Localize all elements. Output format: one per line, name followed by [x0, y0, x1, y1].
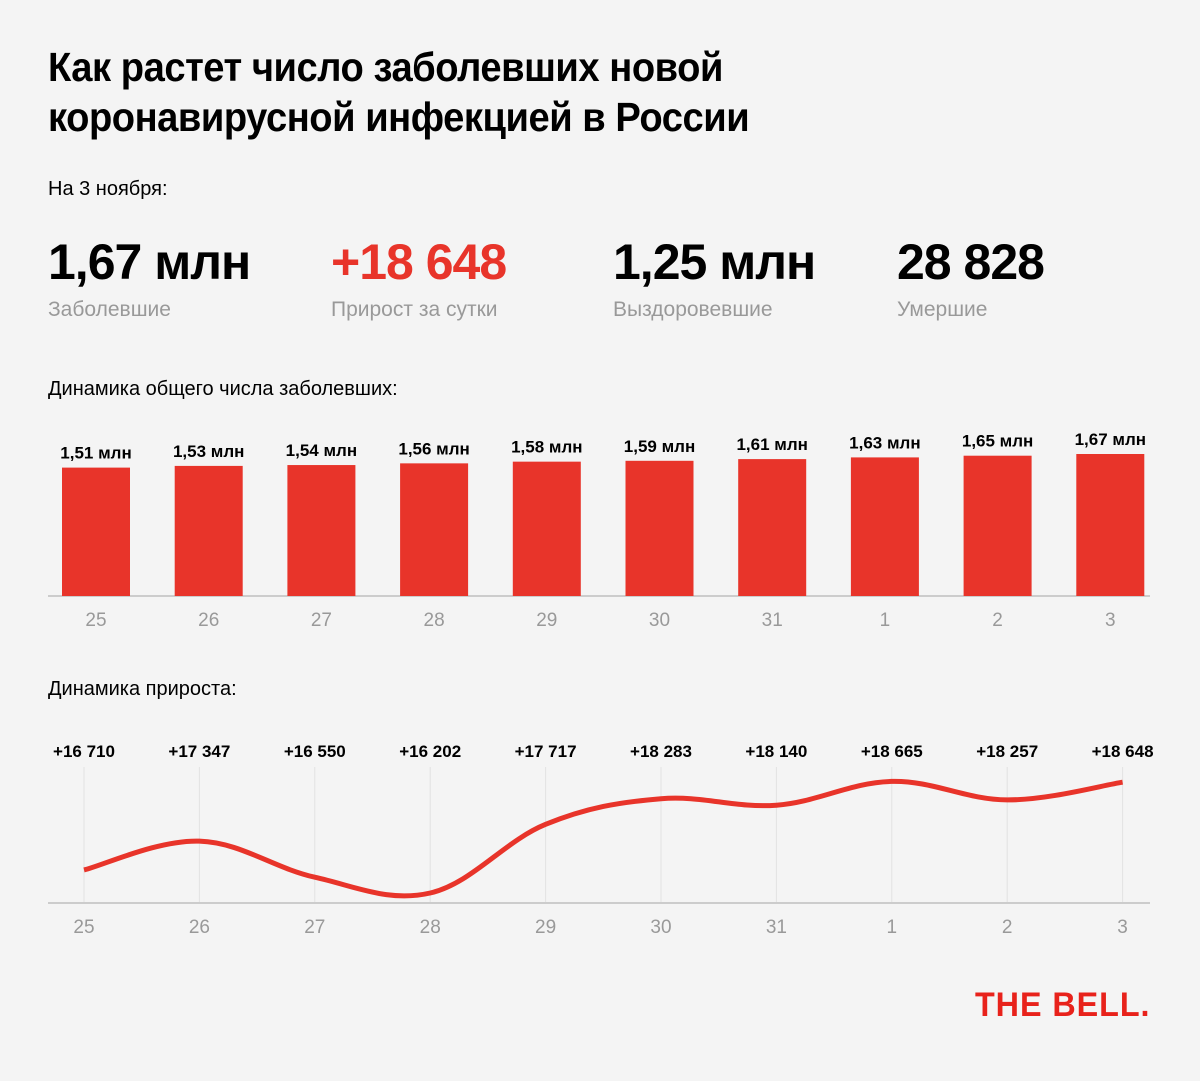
line-chart-title: Динамика прироста: [48, 678, 237, 700]
x-tick-label: 27 [304, 917, 325, 938]
line-value-label: +16 202 [399, 742, 461, 761]
line-value-label: +18 283 [630, 742, 692, 761]
line-value-label: +16 710 [53, 742, 115, 761]
stat-value: 1,25 млн [613, 234, 816, 290]
stat-daily-increase: +18 648 Прирост за сутки [331, 232, 507, 322]
stat-label: Прирост за сутки [331, 298, 498, 321]
bar-value-label: 1,59 млн [624, 437, 695, 456]
bar-value-label: 1,63 млн [849, 433, 920, 452]
line-value-label: +18 665 [861, 742, 923, 761]
line-value-label: +18 140 [745, 742, 807, 761]
stat-label: Умершие [897, 298, 988, 321]
x-tick-label: 30 [649, 610, 670, 631]
line-value-label: +17 717 [515, 742, 577, 761]
x-tick-label: 29 [536, 610, 557, 631]
line-value-label: +16 550 [284, 742, 346, 761]
x-tick-label: 30 [650, 917, 671, 938]
bar [738, 459, 807, 596]
x-tick-label: 31 [766, 917, 787, 938]
bar-chart-title: Динамика общего числа заболевших: [48, 378, 398, 400]
bar-value-label: 1,61 млн [736, 435, 807, 454]
bar-value-label: 1,54 млн [286, 441, 357, 460]
stat-cases: 1,67 млн Заболевшие [48, 232, 251, 322]
x-tick-label: 25 [73, 917, 94, 938]
stat-deaths: 28 828 Умершие [897, 232, 1045, 322]
line-value-label: +17 347 [168, 742, 230, 761]
bar [400, 463, 469, 596]
page-title: Как растет число заболевших новой корона… [48, 44, 750, 140]
x-tick-label: 3 [1117, 917, 1128, 938]
bar [1076, 454, 1145, 596]
bar [963, 455, 1032, 596]
bar-value-label: 1,58 млн [511, 438, 582, 457]
bar-value-label: 1,56 млн [398, 439, 469, 458]
bar [62, 467, 130, 596]
stat-value: 28 828 [897, 234, 1045, 290]
bar [287, 465, 356, 596]
x-tick-label: 25 [85, 610, 106, 631]
bar-value-label: 1,65 млн [962, 432, 1033, 451]
the-bell-logo: THE BELL. [975, 986, 1151, 1024]
line-value-label: +18 257 [976, 742, 1038, 761]
x-tick-label: 29 [535, 917, 556, 938]
x-tick-label: 28 [420, 917, 441, 938]
x-tick-label: 26 [198, 610, 219, 631]
line-value-label: +18 648 [1092, 742, 1154, 761]
stat-value: 1,67 млн [48, 234, 251, 290]
stat-label: Выздоровевшие [613, 298, 773, 321]
x-tick-label: 28 [424, 610, 445, 631]
x-tick-label: 3 [1105, 610, 1116, 631]
bar [174, 465, 243, 596]
x-tick-label: 2 [1002, 917, 1013, 938]
stat-label: Заболевшие [48, 298, 171, 321]
date-label: На 3 ноября: [48, 178, 168, 200]
bar-value-label: 1,53 млн [173, 442, 244, 461]
bar [625, 460, 694, 596]
bar [512, 461, 581, 596]
x-tick-label: 1 [887, 917, 898, 938]
line-series [83, 778, 1123, 899]
x-tick-label: 2 [992, 610, 1003, 631]
x-tick-label: 31 [762, 610, 783, 631]
stat-recovered: 1,25 млн Выздоровевшие [613, 232, 816, 322]
x-tick-label: 1 [880, 610, 891, 631]
x-tick-label: 27 [311, 610, 332, 631]
bar-value-label: 1,51 млн [60, 444, 131, 463]
x-tick-label: 26 [189, 917, 210, 938]
bar [850, 457, 919, 596]
stat-value: +18 648 [331, 234, 507, 290]
bar-value-label: 1,67 млн [1075, 430, 1146, 449]
